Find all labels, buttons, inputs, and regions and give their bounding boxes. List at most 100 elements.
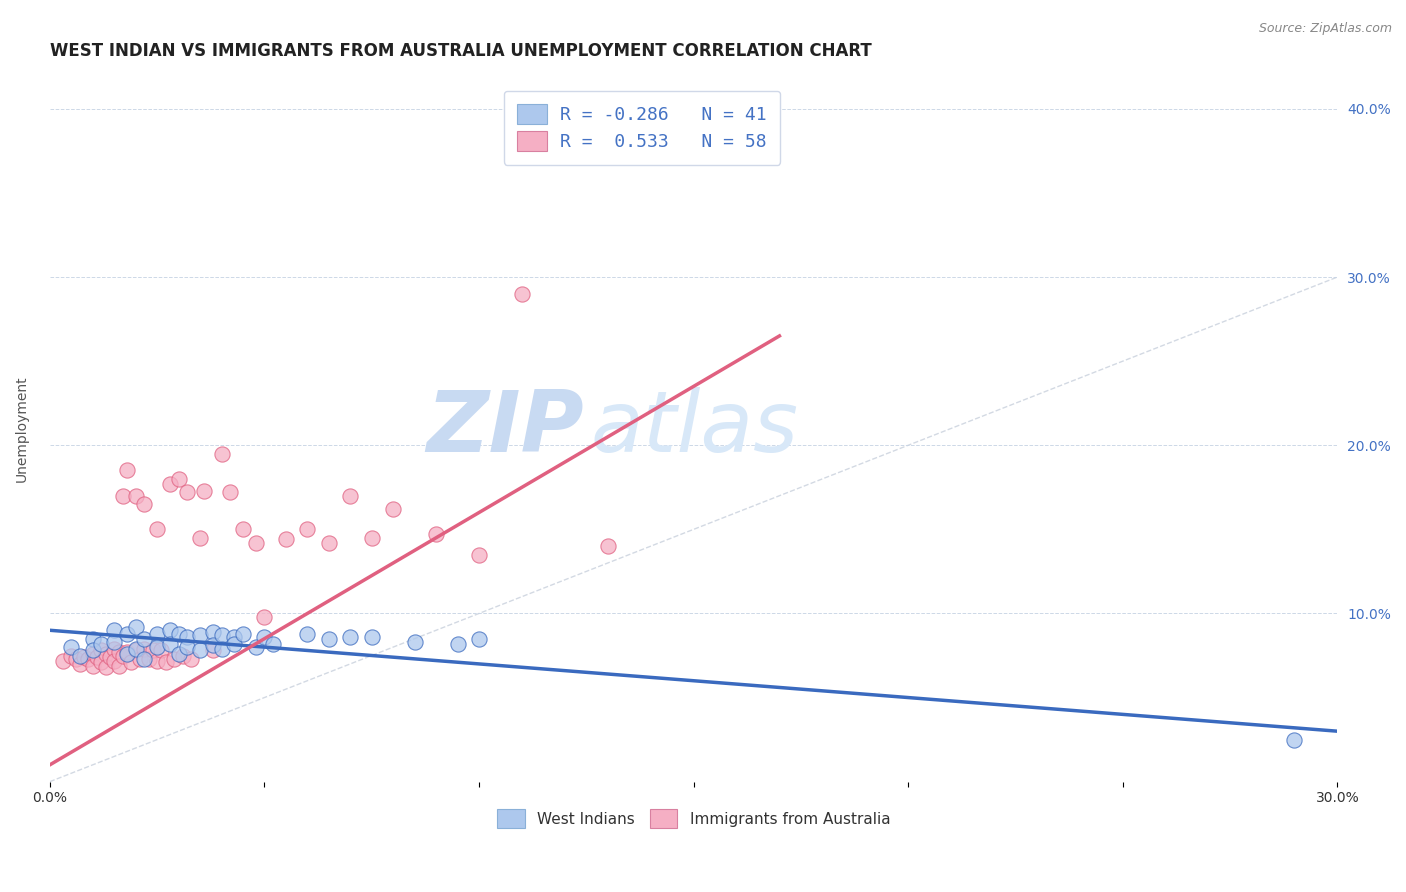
Point [86, 650, 108, 665]
Point [111, 489, 134, 503]
Point [90, 643, 112, 657]
Point [180, 652, 202, 666]
Point [73, 650, 96, 665]
Point [77, 652, 100, 666]
Point [94, 660, 117, 674]
Point [274, 533, 297, 547]
Point [82, 658, 104, 673]
Point [159, 624, 181, 638]
Point [297, 522, 319, 536]
Point [142, 643, 165, 657]
Point [115, 463, 138, 477]
Point [232, 626, 254, 640]
Point [124, 641, 146, 656]
Point [159, 637, 181, 651]
Point [339, 489, 361, 503]
Point [468, 632, 491, 646]
Point [360, 630, 382, 644]
Point [146, 654, 169, 668]
Point [232, 522, 254, 536]
Point [69, 648, 91, 663]
Point [82, 647, 104, 661]
Point [90, 655, 112, 669]
Point [124, 643, 146, 657]
Point [107, 645, 129, 659]
Point [188, 643, 211, 657]
Point [224, 630, 246, 644]
Point [201, 624, 224, 639]
Y-axis label: Unemployment: Unemployment [15, 376, 30, 482]
Point [134, 641, 156, 656]
Point [90, 637, 112, 651]
Point [146, 640, 169, 654]
Point [103, 641, 125, 656]
Point [219, 485, 242, 500]
Point [111, 648, 134, 663]
Point [69, 657, 91, 671]
Point [188, 628, 211, 642]
Point [318, 536, 340, 550]
Point [224, 637, 246, 651]
Point [115, 647, 138, 661]
Point [167, 647, 190, 661]
Point [176, 640, 198, 654]
Point [155, 655, 177, 669]
Point [172, 648, 194, 663]
Point [52, 654, 75, 668]
Point [211, 641, 233, 656]
Point [201, 643, 224, 657]
Point [159, 477, 181, 491]
Point [98, 650, 121, 665]
Point [124, 620, 146, 634]
Point [103, 654, 125, 668]
Point [134, 632, 156, 646]
Point [60, 648, 83, 663]
Point [60, 640, 83, 654]
Point [167, 626, 190, 640]
Point [163, 652, 186, 666]
Point [124, 489, 146, 503]
Legend: West Indians, Immigrants from Australia: West Indians, Immigrants from Australia [491, 803, 896, 834]
Point [146, 522, 169, 536]
Point [134, 652, 156, 666]
Point [150, 643, 173, 657]
Point [446, 637, 468, 651]
Point [94, 647, 117, 661]
Point [253, 630, 276, 644]
Point [188, 531, 211, 545]
Point [120, 655, 142, 669]
Point [129, 652, 152, 666]
Point [510, 286, 533, 301]
Point [1284, 732, 1306, 747]
Point [382, 502, 405, 516]
Point [339, 630, 361, 644]
Point [404, 635, 426, 649]
Point [107, 658, 129, 673]
Point [318, 632, 340, 646]
Text: Source: ZipAtlas.com: Source: ZipAtlas.com [1258, 22, 1392, 36]
Point [115, 645, 138, 659]
Text: atlas: atlas [591, 387, 799, 470]
Point [103, 624, 125, 638]
Point [176, 485, 198, 500]
Point [211, 628, 233, 642]
Point [134, 497, 156, 511]
Text: ZIP: ZIP [426, 387, 583, 470]
Point [176, 630, 198, 644]
Point [425, 527, 447, 541]
Point [596, 539, 619, 553]
Point [146, 626, 169, 640]
Point [201, 639, 224, 653]
Point [65, 652, 87, 666]
Point [468, 548, 491, 562]
Point [138, 652, 160, 666]
Point [245, 640, 267, 654]
Point [103, 635, 125, 649]
Point [193, 483, 215, 498]
Point [245, 536, 267, 550]
Point [262, 637, 284, 651]
Point [115, 626, 138, 640]
Point [253, 610, 276, 624]
Point [211, 447, 233, 461]
Text: WEST INDIAN VS IMMIGRANTS FROM AUSTRALIA UNEMPLOYMENT CORRELATION CHART: WEST INDIAN VS IMMIGRANTS FROM AUSTRALIA… [49, 42, 872, 60]
